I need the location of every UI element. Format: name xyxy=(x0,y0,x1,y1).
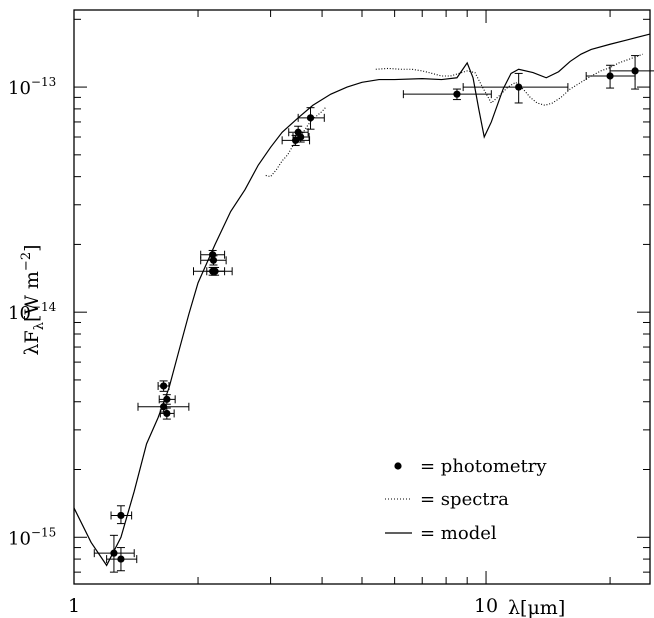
photometry-point-18 xyxy=(609,55,654,90)
legend-spectra-label: = spectra xyxy=(420,489,509,510)
spectra-layer xyxy=(265,53,643,178)
y-tick-label: 10−14 xyxy=(8,300,57,324)
x-axis-ticks: 1 10 xyxy=(68,10,611,617)
photometry-marker xyxy=(110,549,118,557)
model-line xyxy=(73,33,651,567)
x-tick-label: 1 xyxy=(68,595,80,617)
photometry-point-16 xyxy=(462,72,569,104)
y-axis-ticks: 10−15 10−14 10−13 xyxy=(8,18,650,573)
photometry-marker xyxy=(631,67,639,75)
plot-frame xyxy=(73,9,651,585)
photometry-marker xyxy=(306,114,315,122)
photometry-marker xyxy=(211,267,219,275)
photometry-marker xyxy=(117,555,125,563)
x-axis-label: λ[μm] xyxy=(508,597,565,618)
photometry-point-10 xyxy=(206,266,226,276)
photometry-point-1 xyxy=(106,547,138,572)
y-tick-label: 10−15 xyxy=(8,525,56,549)
y-tick-label: 10−13 xyxy=(8,75,56,99)
photometry-marker xyxy=(606,72,614,80)
legend-photometry-label: = photometry xyxy=(420,456,547,477)
photometry-point-13 xyxy=(292,131,310,143)
photometry-point-5 xyxy=(158,394,176,405)
photometry-marker xyxy=(160,403,168,411)
photometry-point-17 xyxy=(585,64,636,89)
spectra-segment-1 xyxy=(375,53,643,106)
model-layer xyxy=(73,33,651,567)
legend-model-label: = model xyxy=(420,523,497,544)
legend: = photometry = spectra = model xyxy=(385,456,547,544)
photometry-marker xyxy=(160,382,168,390)
photometry-marker xyxy=(453,90,461,98)
spectra-segment-0 xyxy=(265,106,327,178)
photometry-point-8 xyxy=(200,255,227,266)
photometry-marker xyxy=(515,83,523,91)
legend-photometry-marker xyxy=(394,462,402,470)
photometry-point-0 xyxy=(93,534,135,573)
photometry-marker xyxy=(117,511,125,520)
photometry-point-4 xyxy=(137,401,190,413)
photometry-marker xyxy=(163,409,171,418)
y-axis-label: λFλ[W m−2] xyxy=(19,244,47,355)
photometry-marker xyxy=(163,395,171,403)
photometry-point-6 xyxy=(159,407,175,420)
x-tick-label: 10 xyxy=(474,595,498,617)
photometry-point-15 xyxy=(402,88,492,101)
photometry-marker xyxy=(297,133,305,141)
photometry-marker xyxy=(209,256,218,264)
photometry-layer xyxy=(93,55,654,573)
photometry-point-2 xyxy=(110,505,133,525)
photometry-marker xyxy=(209,251,217,259)
photometry-point-3 xyxy=(157,380,170,392)
photometry-point-14 xyxy=(297,107,325,130)
